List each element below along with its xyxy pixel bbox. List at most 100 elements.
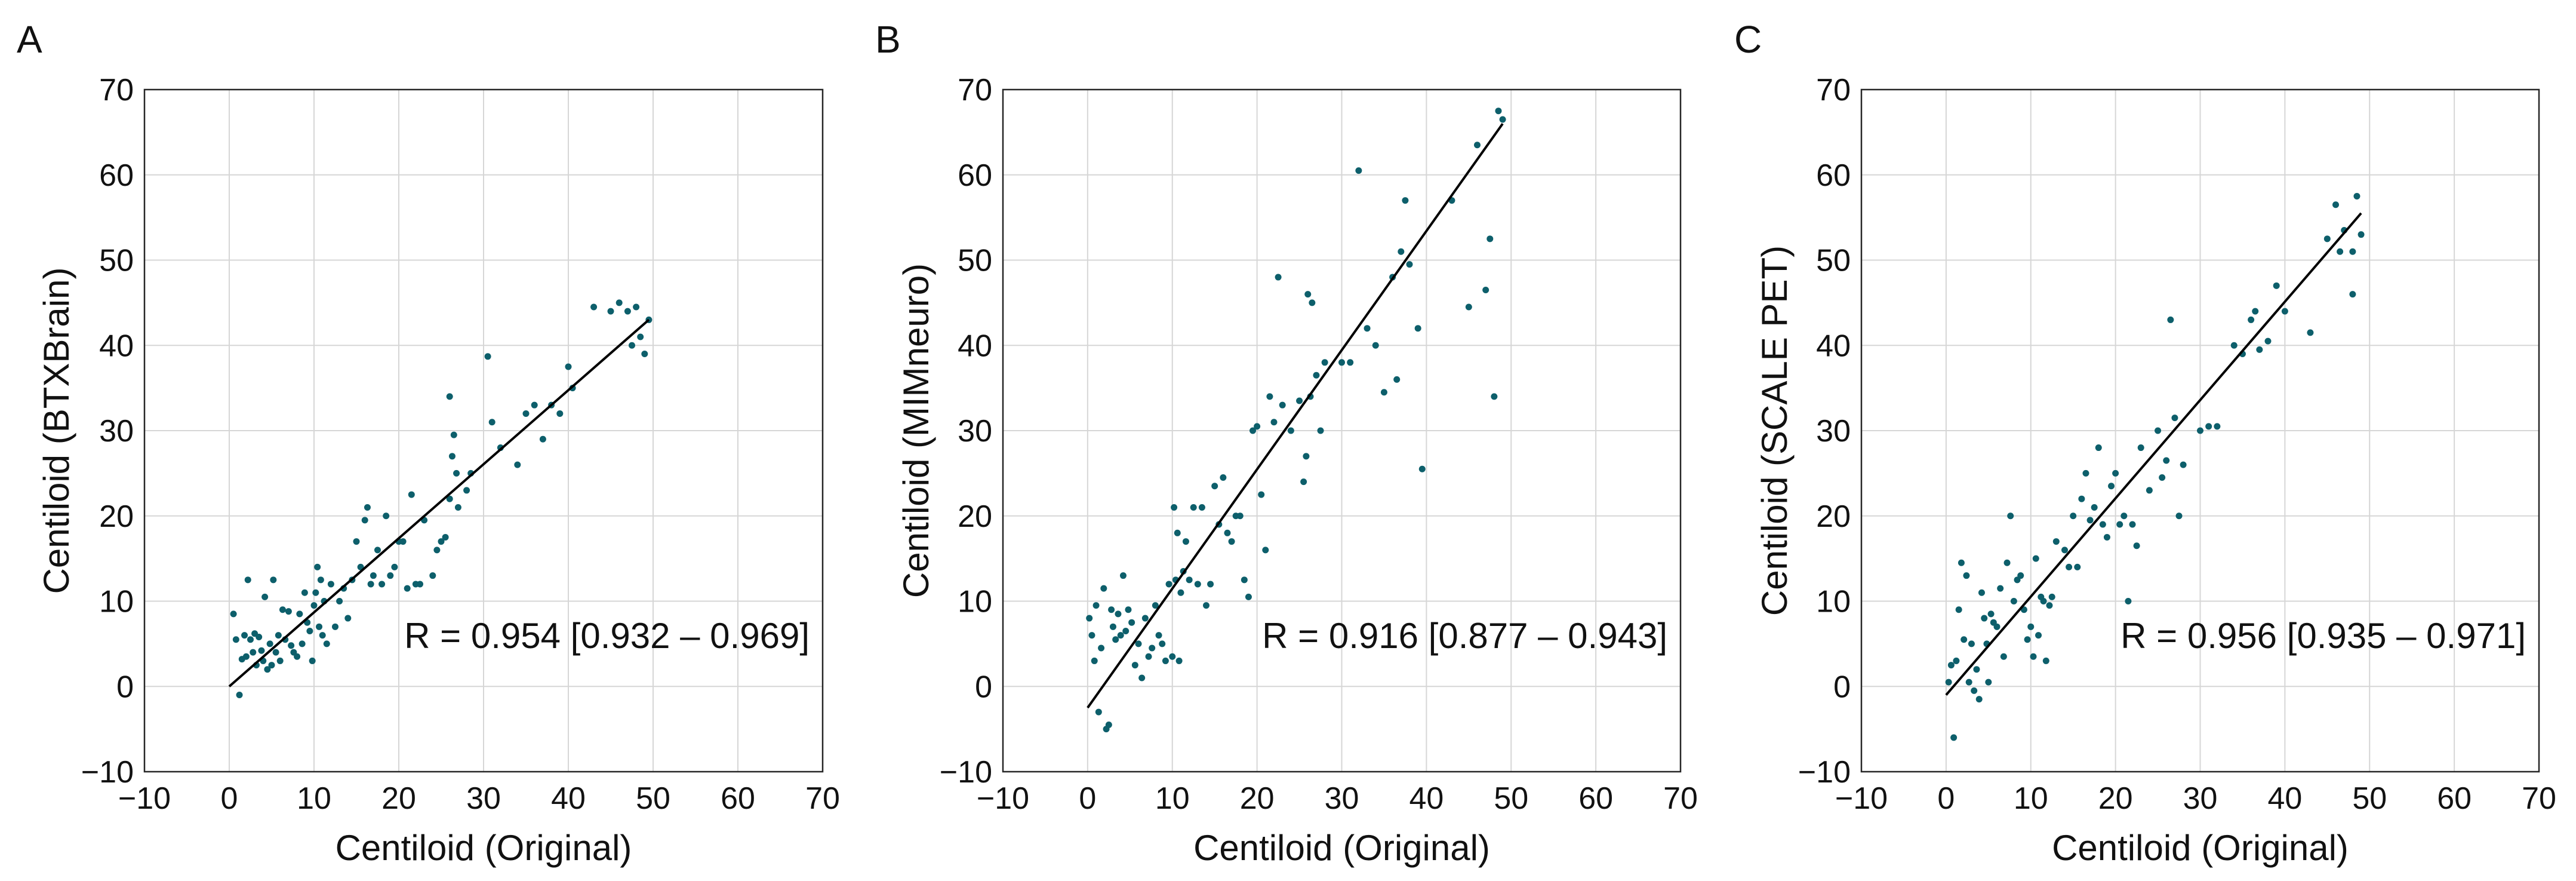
data-point bbox=[317, 576, 324, 584]
x-tick-label: 70 bbox=[1663, 781, 1698, 816]
data-point bbox=[2112, 469, 2119, 477]
panel-c: −10 0 10 20 30 40 50 60 70 −10 0 10 20 30 40 50 60 70 Cent… bbox=[1734, 18, 2556, 868]
data-point bbox=[2175, 512, 2183, 520]
data-point bbox=[1117, 632, 1124, 639]
data-point bbox=[1981, 615, 1988, 622]
y-axis-label: Centiloid (MIMneuro) bbox=[896, 263, 936, 598]
data-point bbox=[309, 657, 316, 664]
data-point bbox=[1380, 389, 1387, 396]
y-tick-label: 50 bbox=[1816, 244, 1851, 278]
data-point bbox=[565, 363, 572, 370]
data-point bbox=[1486, 235, 1494, 242]
data-point bbox=[2030, 653, 2037, 660]
data-point bbox=[1266, 393, 1273, 400]
data-point bbox=[2264, 337, 2272, 345]
data-point bbox=[2205, 423, 2212, 430]
data-point bbox=[2353, 192, 2360, 199]
data-point bbox=[438, 538, 445, 545]
data-point bbox=[1950, 734, 1958, 741]
x-axis-label: Centiloid (Original) bbox=[1193, 828, 1490, 868]
data-point bbox=[1275, 274, 1282, 281]
data-point bbox=[2248, 316, 2255, 323]
data-point bbox=[261, 593, 269, 600]
y-tick-label: 20 bbox=[958, 499, 992, 534]
x-tick-label: 60 bbox=[721, 781, 755, 816]
data-point bbox=[1993, 623, 2001, 630]
data-point bbox=[378, 581, 386, 588]
data-point bbox=[2323, 235, 2331, 242]
data-point bbox=[391, 563, 398, 570]
plot-area-frame bbox=[143, 88, 824, 773]
data-point bbox=[2171, 415, 2178, 422]
data-point bbox=[2027, 623, 2035, 630]
x-axis-label: Centiloid (Original) bbox=[2052, 828, 2349, 868]
data-point bbox=[306, 627, 313, 634]
data-point bbox=[1175, 657, 1183, 664]
data-point bbox=[319, 632, 326, 639]
data-point bbox=[1091, 657, 1098, 664]
data-point bbox=[1128, 619, 1135, 626]
data-point bbox=[1971, 687, 1978, 694]
data-point bbox=[2155, 427, 2162, 434]
data-point bbox=[387, 572, 394, 579]
data-point bbox=[2133, 542, 2140, 550]
data-point bbox=[1138, 674, 1146, 682]
data-point bbox=[442, 533, 449, 541]
x-tick-label: 40 bbox=[2267, 781, 2302, 816]
data-point bbox=[1211, 483, 1218, 490]
data-point bbox=[1965, 679, 1972, 686]
data-point bbox=[1258, 491, 1265, 498]
x-tick-label: 50 bbox=[2352, 781, 2387, 816]
y-tick-label: 50 bbox=[958, 244, 992, 278]
data-point bbox=[316, 623, 323, 630]
x-tick-label: 50 bbox=[1494, 781, 1528, 816]
data-point bbox=[1245, 593, 1252, 600]
data-point bbox=[1220, 474, 1227, 481]
data-point bbox=[1465, 303, 1472, 311]
data-point bbox=[1171, 504, 1178, 511]
data-point bbox=[2332, 201, 2339, 208]
data-point bbox=[1418, 465, 1426, 472]
data-point bbox=[2349, 248, 2356, 255]
data-point bbox=[1338, 359, 1345, 366]
data-point bbox=[2003, 559, 2011, 566]
x-tick-label: 60 bbox=[1578, 781, 1613, 816]
data-point bbox=[310, 602, 318, 609]
data-point bbox=[298, 640, 306, 647]
data-point bbox=[332, 623, 338, 630]
data-point bbox=[301, 589, 308, 596]
data-point bbox=[1953, 657, 1960, 664]
data-point bbox=[247, 636, 254, 643]
data-point bbox=[2042, 657, 2049, 664]
data-point bbox=[2129, 521, 2136, 528]
plot-area-frame bbox=[1860, 88, 2540, 773]
data-point bbox=[417, 581, 423, 588]
data-point bbox=[2349, 291, 2356, 298]
data-point bbox=[1398, 248, 1405, 255]
data-point bbox=[1115, 610, 1122, 618]
x-tick-label: 30 bbox=[466, 781, 501, 816]
regression-line bbox=[1087, 122, 1504, 709]
data-point bbox=[1236, 512, 1244, 520]
y-tick-label: 60 bbox=[99, 158, 134, 193]
data-point bbox=[279, 606, 286, 613]
data-point bbox=[2007, 512, 2014, 520]
data-point bbox=[344, 615, 352, 622]
data-point bbox=[514, 461, 521, 468]
data-point bbox=[484, 353, 491, 360]
x-tick-label: 10 bbox=[297, 781, 331, 816]
x-tick-label: −10 bbox=[1835, 781, 1888, 816]
data-point bbox=[1159, 640, 1166, 647]
data-point bbox=[2252, 308, 2259, 315]
plot-area-frame bbox=[1002, 88, 1682, 773]
data-point bbox=[446, 393, 453, 400]
data-point bbox=[1155, 632, 1162, 639]
data-point bbox=[314, 563, 321, 570]
data-point bbox=[1945, 679, 1952, 686]
data-point bbox=[2103, 533, 2110, 541]
data-point bbox=[446, 495, 453, 502]
data-point bbox=[629, 342, 635, 349]
data-point bbox=[1958, 559, 1965, 566]
data-point bbox=[2035, 632, 2042, 639]
